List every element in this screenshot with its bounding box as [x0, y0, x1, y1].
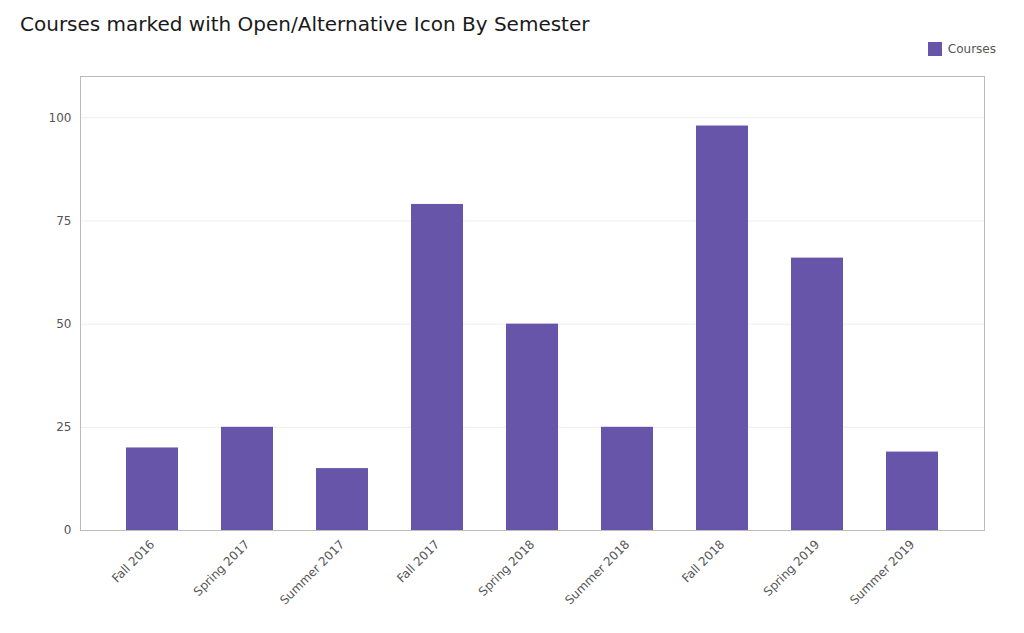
svg-text:Spring 2019: Spring 2019 — [761, 537, 823, 599]
svg-text:75: 75 — [56, 214, 71, 228]
svg-text:Summer 2018: Summer 2018 — [562, 537, 632, 607]
html-text:Courses marked with Open/Alter: Courses marked with Open/Alternative Ico… — [20, 12, 590, 36]
svg-text:100: 100 — [49, 111, 72, 125]
svg-text:50: 50 — [56, 317, 71, 331]
svg-text:Fall 2017: Fall 2017 — [394, 537, 442, 585]
svg-text:Spring 2018: Spring 2018 — [476, 537, 538, 599]
svg-text:0: 0 — [64, 523, 72, 537]
svg-text:Fall 2016: Fall 2016 — [109, 537, 157, 585]
svg-text:25: 25 — [56, 420, 71, 434]
svg-text:Summer 2019: Summer 2019 — [847, 537, 917, 607]
html-text:Courses: Courses — [947, 42, 996, 56]
svg-text:Summer 2017: Summer 2017 — [277, 537, 347, 607]
svg-text:Fall 2018: Fall 2018 — [679, 537, 727, 585]
svg-text:Spring 2017: Spring 2017 — [191, 537, 253, 599]
